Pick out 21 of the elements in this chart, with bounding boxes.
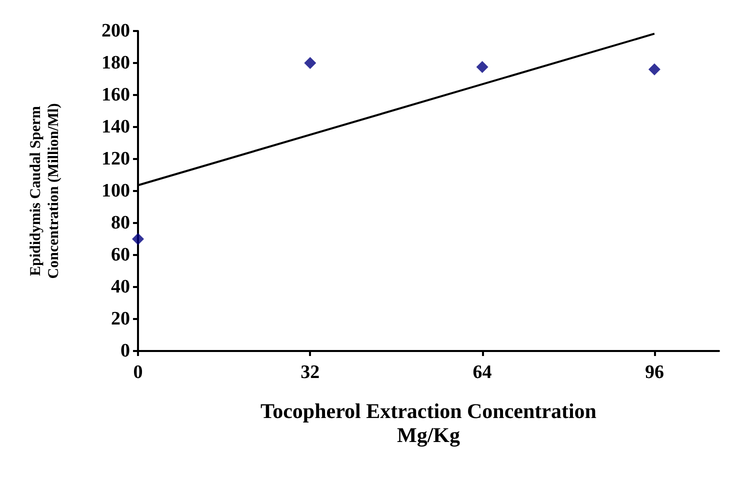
x-tick-label: 96 (644, 362, 664, 383)
y-tick-label: 20 (111, 308, 130, 330)
y-tick-label: 160 (102, 84, 130, 106)
x-tick-label: 0 (133, 362, 143, 383)
x-tick-label: 32 (300, 362, 320, 383)
y-tick-label: 100 (102, 180, 130, 202)
y-tick-label: 80 (111, 212, 130, 234)
point (304, 57, 316, 69)
y-tick-label: 40 (111, 276, 130, 298)
point (648, 63, 660, 76)
x-axis-title: Tocopherol Extraction Concentration Mg/Kg (260, 399, 597, 447)
y-tick-label: 0 (120, 340, 130, 362)
x-tick-label: 64 (472, 362, 492, 383)
y-tick-label: 140 (102, 116, 130, 138)
y-tick-label: 60 (111, 244, 130, 266)
y-axis-title: Epididymis Caudal Sperm Concentration (Million/Ml) (28, 103, 62, 279)
y-tick-label: 120 (102, 148, 130, 170)
y-tick-label: 200 (102, 20, 130, 42)
y-tick-label: 180 (102, 52, 130, 74)
point (476, 61, 488, 73)
point (132, 233, 144, 245)
